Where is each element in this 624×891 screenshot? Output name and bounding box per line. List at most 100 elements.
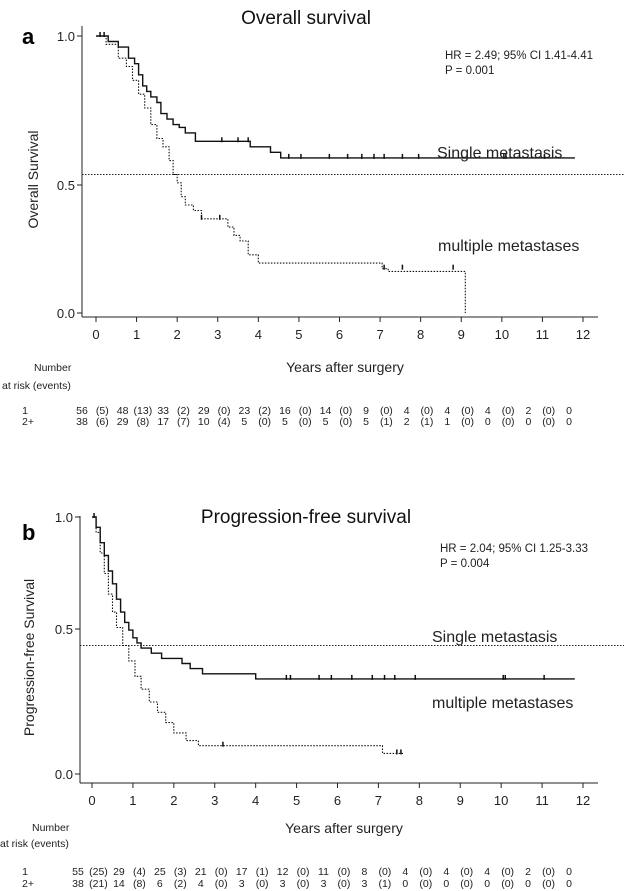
chart-title: Progression-free survival bbox=[201, 507, 411, 528]
risk-cell: 3 bbox=[321, 878, 327, 890]
risk-cell: (0) bbox=[258, 416, 271, 428]
x-tick-label: 1 bbox=[129, 793, 136, 808]
risk-cell: (1) bbox=[378, 878, 391, 890]
risk-cell: (0) bbox=[542, 416, 555, 428]
risk-cell: (1) bbox=[421, 416, 434, 428]
x-tick-label: 1 bbox=[133, 327, 140, 342]
risk-cell: (0) bbox=[339, 405, 352, 417]
risk-cell: (0) bbox=[218, 405, 231, 417]
risk-cell: (0) bbox=[501, 878, 514, 890]
risk-cell: (0) bbox=[339, 416, 352, 428]
risk-cell: 4 bbox=[404, 405, 410, 417]
risk-cell: 0 bbox=[443, 878, 449, 890]
risk-cell: 4 bbox=[443, 866, 449, 878]
x-tick-label: 4 bbox=[252, 793, 259, 808]
x-tick-label: 3 bbox=[214, 327, 221, 342]
x-tick-label: 2 bbox=[174, 327, 181, 342]
x-tick-label: 10 bbox=[495, 327, 509, 342]
risk-cell: 29 bbox=[198, 405, 210, 417]
risk-cell: (0) bbox=[215, 866, 228, 878]
risk-cell: 48 bbox=[117, 405, 129, 417]
risk-cell: 3 bbox=[361, 878, 367, 890]
risk-cell: (0) bbox=[419, 866, 432, 878]
risk-table-header: Number bbox=[34, 362, 72, 374]
risk-cell: 0 bbox=[485, 416, 491, 428]
x-tick-label: 11 bbox=[535, 793, 549, 808]
y-axis-title: Progression-free Survival bbox=[21, 579, 37, 736]
y-tick-label: 0.0 bbox=[57, 306, 75, 321]
x-tick-label: 11 bbox=[536, 327, 550, 342]
risk-cell: 3 bbox=[239, 878, 245, 890]
risk-cell: 38 bbox=[76, 416, 88, 428]
x-tick-label: 12 bbox=[576, 327, 590, 342]
risk-cell: (2) bbox=[177, 405, 190, 417]
risk-cell: (21) bbox=[89, 878, 108, 890]
panel-letter: b bbox=[22, 520, 35, 545]
risk-cell: 0 bbox=[566, 866, 572, 878]
risk-cell: 0 bbox=[566, 878, 572, 890]
risk-row-label: 1 bbox=[22, 866, 28, 878]
risk-cell: (0) bbox=[461, 416, 474, 428]
risk-cell: 3 bbox=[280, 878, 286, 890]
risk-cell: (0) bbox=[502, 405, 515, 417]
risk-cell: (0) bbox=[215, 878, 228, 890]
risk-cell: (0) bbox=[297, 866, 310, 878]
risk-cell: 38 bbox=[72, 878, 84, 890]
risk-cell: 0 bbox=[525, 416, 531, 428]
risk-cell: (13) bbox=[134, 405, 153, 417]
risk-cell: 33 bbox=[157, 405, 169, 417]
risk-cell: (0) bbox=[502, 416, 515, 428]
risk-cell: (0) bbox=[419, 878, 432, 890]
risk-cell: 2 bbox=[404, 416, 410, 428]
risk-cell: (6) bbox=[96, 416, 109, 428]
risk-cell: 23 bbox=[238, 405, 250, 417]
x-tick-label: 9 bbox=[458, 327, 465, 342]
risk-cell: 17 bbox=[236, 866, 248, 878]
risk-cell: (1) bbox=[380, 416, 393, 428]
x-tick-label: 7 bbox=[376, 327, 383, 342]
risk-cell: (0) bbox=[378, 866, 391, 878]
risk-cell: (0) bbox=[256, 878, 269, 890]
risk-cell: 14 bbox=[320, 405, 332, 417]
series-label-multiple: multiple metastases bbox=[432, 695, 573, 712]
x-tick-label: 4 bbox=[255, 327, 262, 342]
series-label-single: Single metastasis bbox=[432, 629, 557, 646]
risk-cell: 0 bbox=[484, 878, 490, 890]
risk-cell: 16 bbox=[279, 405, 291, 417]
risk-cell: 14 bbox=[113, 878, 125, 890]
x-tick-label: 5 bbox=[293, 793, 300, 808]
risk-cell: (0) bbox=[460, 878, 473, 890]
x-tick-label: 12 bbox=[576, 793, 590, 808]
risk-cell: (0) bbox=[542, 866, 555, 878]
risk-cell: 4 bbox=[444, 405, 450, 417]
risk-cell: 0 bbox=[402, 878, 408, 890]
risk-cell: 17 bbox=[157, 416, 169, 428]
series-multiple-metastases-curve bbox=[92, 516, 403, 754]
risk-table-header: Number bbox=[32, 822, 70, 834]
risk-cell: 21 bbox=[195, 866, 207, 878]
series-multiple-metastases-curve bbox=[96, 35, 466, 313]
risk-cell: (0) bbox=[338, 878, 351, 890]
y-tick-label: 1.0 bbox=[55, 510, 73, 525]
risk-cell: (4) bbox=[218, 416, 231, 428]
risk-cell: (3) bbox=[174, 866, 187, 878]
risk-cell: 10 bbox=[198, 416, 210, 428]
risk-cell: (7) bbox=[177, 416, 190, 428]
risk-cell: (0) bbox=[460, 866, 473, 878]
hazard-ratio-text: HR = 2.49; 95% CI 1.41-4.41 bbox=[445, 50, 593, 62]
risk-cell: 11 bbox=[318, 866, 329, 878]
series-label-single: Single metastasis bbox=[437, 145, 562, 162]
risk-row-label: 2+ bbox=[22, 878, 34, 890]
y-axis-title: Overall Survival bbox=[25, 130, 41, 228]
x-tick-label: 5 bbox=[295, 327, 302, 342]
risk-cell: 8 bbox=[361, 866, 367, 878]
risk-cell: 5 bbox=[323, 416, 329, 428]
hazard-ratio-text: HR = 2.04; 95% CI 1.25-3.33 bbox=[440, 543, 588, 555]
risk-cell: 25 bbox=[154, 866, 166, 878]
chart-title: Overall survival bbox=[241, 8, 371, 29]
risk-row-label: 1 bbox=[22, 405, 28, 417]
risk-cell: (0) bbox=[297, 878, 310, 890]
risk-cell: 5 bbox=[282, 416, 288, 428]
risk-cell: 0 bbox=[525, 878, 531, 890]
